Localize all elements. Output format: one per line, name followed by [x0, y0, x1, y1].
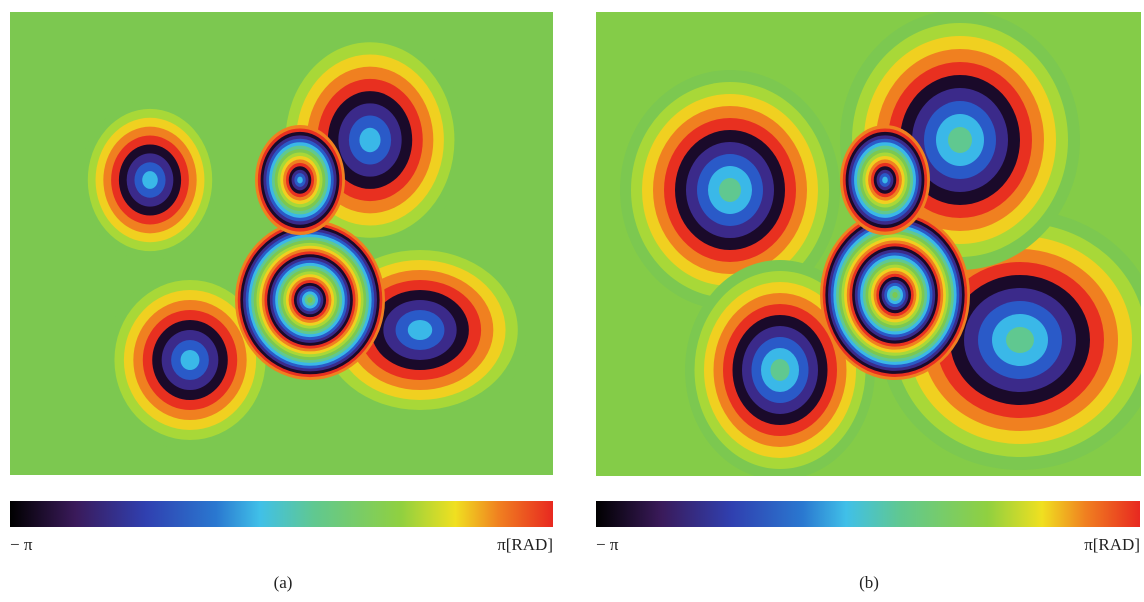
- fringe: [1006, 327, 1034, 353]
- fringe: [181, 350, 200, 370]
- colorbar: [596, 501, 1140, 527]
- colorbar: [10, 501, 553, 527]
- colorbar-min-label: − π: [596, 535, 619, 554]
- fringe: [359, 128, 380, 152]
- fringe: [408, 320, 432, 340]
- colorbar-max-label: π[RAD]: [497, 535, 553, 554]
- fringe: [719, 178, 741, 202]
- interferogram-b: [596, 10, 1144, 480]
- colorbar-min-label: − π: [10, 535, 33, 554]
- caption: (a): [274, 573, 293, 592]
- fringe: [297, 177, 303, 184]
- fringe: [307, 297, 312, 303]
- fringe: [771, 359, 790, 381]
- interferogram-a: [10, 12, 553, 475]
- colorbar-max-label: π[RAD]: [1084, 535, 1140, 554]
- fringe: [948, 127, 972, 153]
- fringe: [142, 171, 158, 189]
- fringe: [892, 292, 897, 298]
- caption: (b): [859, 573, 879, 592]
- fringe: [882, 177, 888, 184]
- figure: − π π[RAD] − π π[RAD] (a) (b): [0, 0, 1144, 597]
